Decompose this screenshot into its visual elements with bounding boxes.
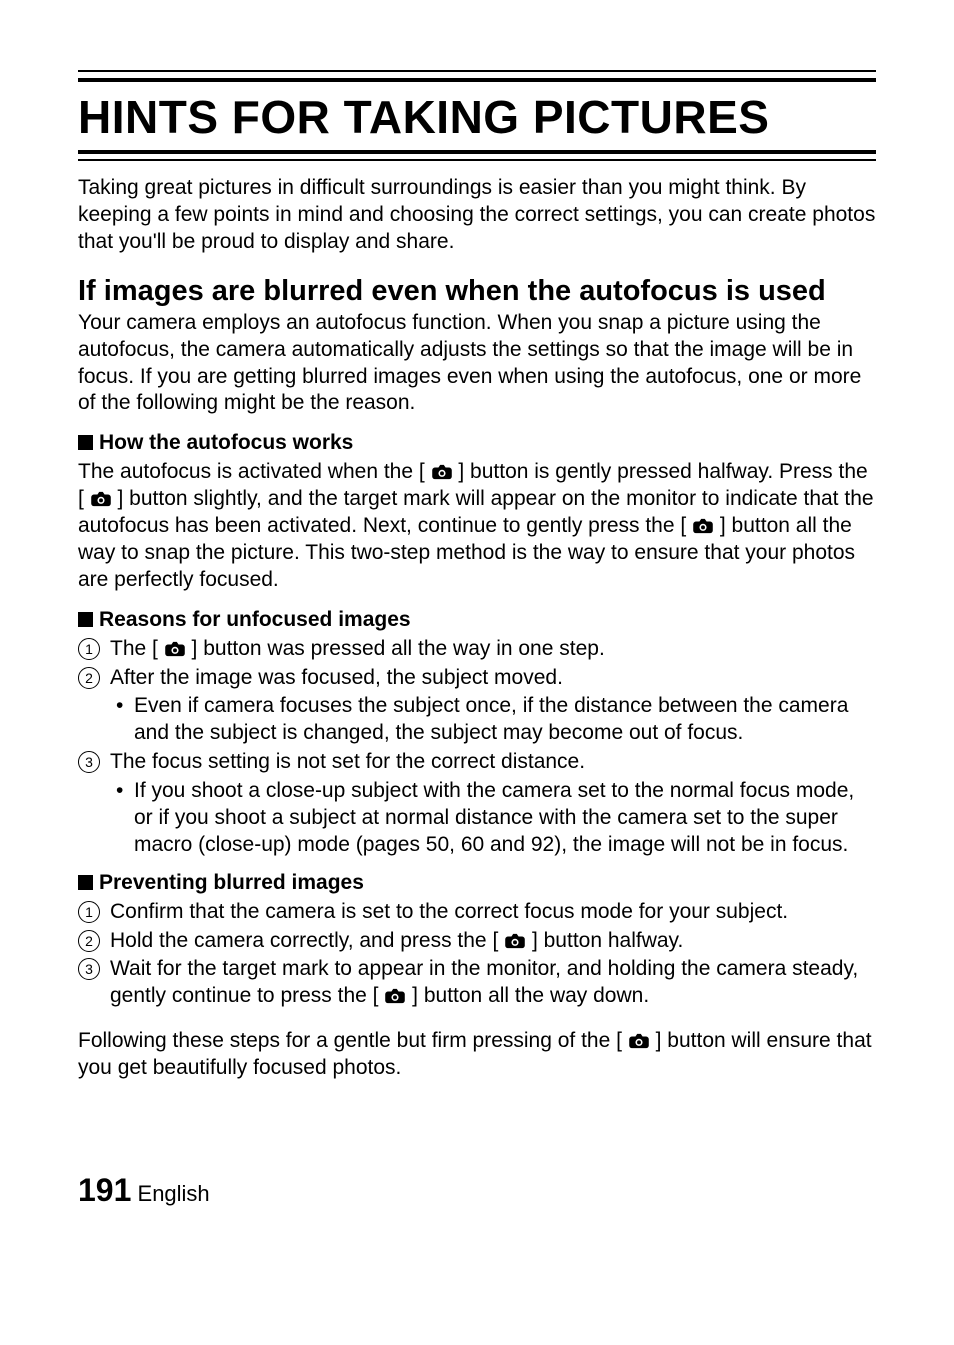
sub-bullet-list: If you shoot a close-up subject with the…	[110, 778, 876, 859]
how-works-body: The autofocus is activated when the [ ] …	[78, 459, 876, 593]
camera-icon	[431, 464, 453, 480]
sub-heading-label: Reasons for unfocused images	[99, 608, 411, 631]
closing-paragraph: Following these steps for a gentle but f…	[78, 1028, 876, 1082]
list-item: 2 Hold the camera correctly, and press t…	[78, 928, 876, 955]
list-item: 3 The focus setting is not set for the c…	[78, 749, 876, 859]
list-item: 2 After the image was focused, the subje…	[78, 665, 876, 748]
sub-heading-reasons: Reasons for unfocused images	[78, 608, 876, 632]
intro-paragraph: Taking great pictures in difficult surro…	[78, 175, 876, 256]
reasons-list: 1 The [ ] button was pressed all the way…	[78, 636, 876, 859]
section-heading: If images are blurred even when the auto…	[78, 274, 876, 308]
sub-bullet-list: Even if camera focuses the subject once,…	[110, 693, 876, 747]
circled-number-icon: 2	[78, 667, 100, 689]
preventing-list: 1 Confirm that the camera is set to the …	[78, 899, 876, 1011]
camera-icon	[90, 491, 112, 507]
camera-icon	[692, 518, 714, 534]
sub-heading-preventing: Preventing blurred images	[78, 871, 876, 895]
page-title: HINTS FOR TAKING PICTURES	[78, 90, 876, 144]
circled-number-icon: 1	[78, 638, 100, 660]
document-page: HINTS FOR TAKING PICTURES Taking great p…	[0, 0, 954, 1259]
list-item: Even if camera focuses the subject once,…	[110, 693, 876, 747]
footer-language: English	[138, 1181, 210, 1206]
camera-icon	[384, 988, 406, 1004]
camera-icon	[164, 641, 186, 657]
sub-heading-label: How the autofocus works	[99, 431, 353, 454]
square-bullet-icon	[78, 875, 93, 890]
sub-heading-label: Preventing blurred images	[99, 871, 364, 894]
camera-icon	[504, 933, 526, 949]
list-item: 1 The [ ] button was pressed all the way…	[78, 636, 876, 663]
list-item: If you shoot a close-up subject with the…	[110, 778, 876, 859]
circled-number-icon: 1	[78, 901, 100, 923]
camera-icon	[628, 1033, 650, 1049]
title-rule-thin	[78, 159, 876, 161]
square-bullet-icon	[78, 612, 93, 627]
square-bullet-icon	[78, 435, 93, 450]
section-body: Your camera employs an autofocus functio…	[78, 310, 876, 418]
sub-heading-how-works: How the autofocus works	[78, 431, 876, 455]
top-rule-thick	[78, 78, 876, 82]
circled-number-icon: 3	[78, 751, 100, 773]
list-item: 1 Confirm that the camera is set to the …	[78, 899, 876, 926]
list-item: 3 Wait for the target mark to appear in …	[78, 956, 876, 1010]
circled-number-icon: 2	[78, 930, 100, 952]
page-number: 191	[78, 1172, 131, 1208]
page-footer: 191 English	[78, 1172, 876, 1209]
circled-number-icon: 3	[78, 958, 100, 980]
